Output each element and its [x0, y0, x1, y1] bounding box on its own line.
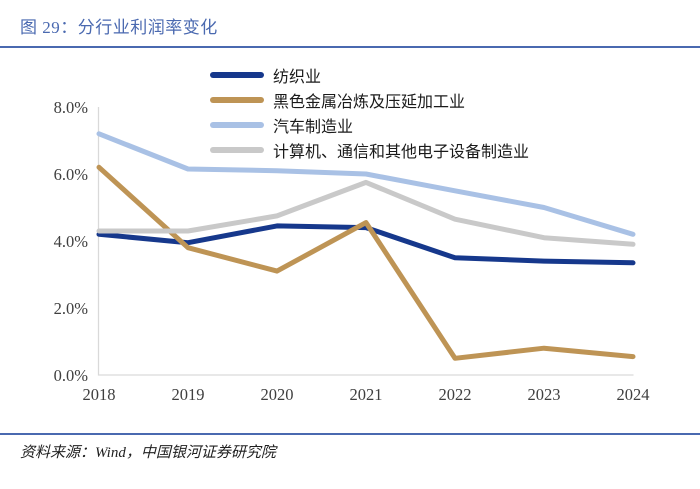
legend-label: 黑色金属冶炼及压延加工业	[273, 93, 466, 111]
legend-swatch-icon	[210, 96, 264, 103]
chart-legend: 纺织业黑色金属冶炼及压延加工业 汽车制造业计算机、通信和其他电子设备制造业	[210, 62, 529, 162]
legend-label: 汽车制造业	[273, 118, 354, 136]
legend-swatch-icon	[210, 146, 264, 153]
series-line-0	[96, 223, 636, 266]
y-tick-label: 0.0%	[54, 366, 89, 385]
title-rule	[0, 46, 700, 48]
series-line-1	[96, 164, 636, 361]
source-text: 资料来源：Wind，中国银河证券研究院	[20, 445, 276, 461]
x-tick-label: 2018	[83, 385, 116, 404]
x-tick-label: 2019	[172, 385, 205, 404]
x-tick-label: 2024	[617, 385, 650, 404]
legend-item: 纺织业	[210, 62, 529, 87]
legend-label: 纺织业	[273, 68, 322, 86]
legend-swatch-icon	[210, 121, 264, 128]
x-tick-label: 2023	[528, 385, 561, 404]
x-tick-label: 2022	[439, 385, 472, 404]
series-line-3	[96, 179, 636, 247]
legend-swatch-icon	[210, 71, 264, 78]
x-tick-label: 2020	[261, 385, 294, 404]
legend-label: 计算机、通信和其他电子设备制造业	[273, 143, 530, 161]
y-tick-label: 4.0%	[54, 232, 89, 251]
y-tick-label: 8.0%	[54, 98, 89, 117]
y-tick-label: 2.0%	[54, 299, 89, 318]
figure-title: 图 29：分行业利润率变化	[20, 18, 218, 37]
series-line-2	[96, 131, 636, 237]
source-rule	[0, 433, 700, 435]
y-tick-label: 6.0%	[54, 165, 89, 184]
legend-item: 黑色金属冶炼及压延加工业	[210, 87, 529, 112]
legend-item: 汽车制造业	[210, 112, 529, 137]
x-tick-label: 2021	[350, 385, 383, 404]
legend-item: 计算机、通信和其他电子设备制造业	[210, 137, 529, 162]
